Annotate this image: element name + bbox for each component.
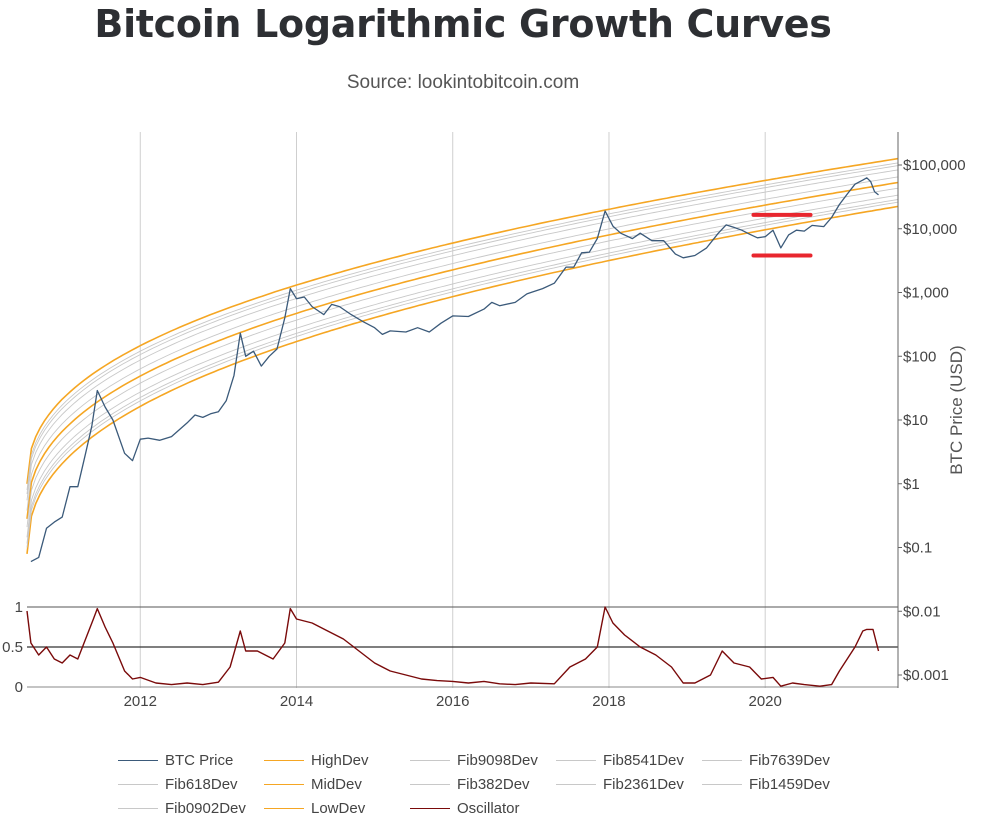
y-tick-label: $100 [903,348,936,365]
osc-tick-label: 1 [15,599,23,616]
legend-swatch [556,783,596,785]
x-tick-label: 2016 [436,693,469,710]
legend-label: Fib618Dev [165,775,238,793]
legend-label: Fib382Dev [457,775,530,793]
legend-item[interactable]: Fib382Dev [410,774,530,794]
legend-item[interactable]: Fib618Dev [118,774,238,794]
y-tick-label: $100,000 [903,157,966,174]
osc-tick-label: 0.5 [2,639,23,656]
x-tick-label: 2012 [124,693,157,710]
legend-swatch [118,807,158,809]
legend-swatch [264,807,304,809]
legend-label: Fib1459Dev [749,775,830,793]
legend-item[interactable]: Fib1459Dev [702,774,830,794]
legend-label: Fib7639Dev [749,751,830,769]
legend-item[interactable]: Oscillator [410,798,520,818]
chart-subtitle: Source: lookintobitcoin.com [346,72,580,93]
y-tick-label: $0.01 [903,603,941,620]
legend-item[interactable]: Fib7639Dev [702,750,830,770]
fib-curve [26,162,899,491]
legend-swatch [702,783,742,785]
fib-curve [26,176,899,511]
fib-curve [26,187,899,528]
legend-swatch [410,759,450,761]
legend-item[interactable]: Fib0902Dev [118,798,246,818]
fib-curve [26,169,899,501]
legend-swatch [264,783,304,785]
legend-item[interactable]: HighDev [264,750,369,770]
legend-item[interactable]: LowDev [264,798,365,818]
x-tick-label: 2020 [749,693,782,710]
legend-swatch [264,759,304,761]
legend-item[interactable]: BTC Price [118,750,233,770]
legend-label: Fib8541Dev [603,751,684,769]
growth-curves [26,157,899,554]
x-tick-label: 2014 [280,693,313,710]
legend-label: Oscillator [457,799,520,817]
legend-item[interactable]: Fib9098Dev [410,750,538,770]
x-tick-label: 2018 [592,693,625,710]
legend-item[interactable]: Fib2361Dev [556,774,684,794]
y-tick-label: $10,000 [903,221,957,238]
legend-label: LowDev [311,799,366,817]
y-tick-label: $0.001 [903,667,949,684]
legend-label: Fib2361Dev [603,775,684,793]
highdev-curve [26,157,899,484]
y-tick-label: $10 [903,412,928,429]
legend-item[interactable]: MidDev [264,774,362,794]
y-tick-label: $0.1 [903,540,932,557]
fib-curve [26,201,899,548]
oscillator-panel: 10.50 [2,599,898,696]
legend-swatch [410,807,450,809]
lowdev-curve [26,205,899,554]
y-axis-label: BTC Price (USD) [947,345,966,474]
legend-label: Fib0902Dev [165,799,246,817]
y-tick-label: $1,000 [903,285,949,302]
legend-swatch [118,783,158,785]
legend-swatch [410,783,450,785]
chart-title: Bitcoin Logarithmic Growth Curves [94,2,832,46]
btc-price-series [30,177,879,563]
middev-curve [26,181,899,519]
legend-label: BTC Price [165,751,234,769]
grid-layer [139,132,766,688]
legend-label: MidDev [311,775,362,793]
legend-swatch [118,759,158,761]
legend-swatch [702,759,742,761]
highlight-annotations [751,212,813,258]
y-tick-label: $1 [903,476,920,493]
legend-label: HighDev [311,751,369,769]
fib-curve [26,199,899,544]
legend-item[interactable]: Fib8541Dev [556,750,684,770]
btc-price-line [30,177,879,563]
legend-label: Fib9098Dev [457,751,538,769]
legend-swatch [556,759,596,761]
fib-curve [26,194,899,538]
axes: $100,000 $10,000 $1,000 $100 $10 $1 $0.1 $0.01 $… [124,132,966,710]
osc-tick-label: 0 [15,679,23,696]
fib-curve [26,165,899,495]
oscillator-line [26,606,880,687]
